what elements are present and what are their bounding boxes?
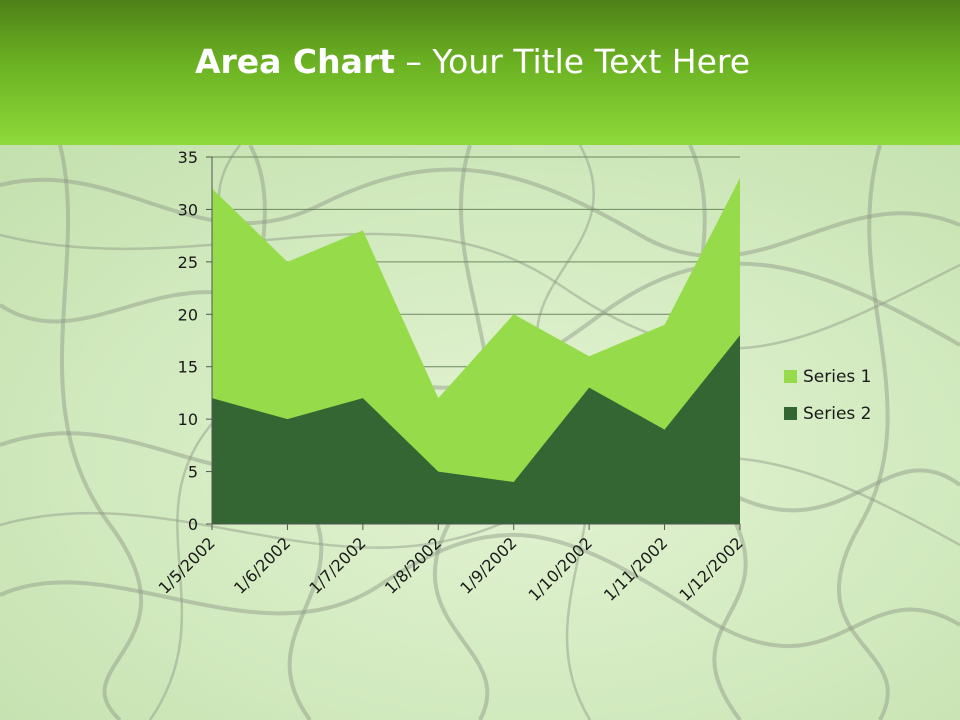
legend-item-series-2: Series 2 bbox=[784, 395, 872, 432]
legend-item-series-1: Series 1 bbox=[784, 358, 872, 395]
y-tick-label: 30 bbox=[178, 200, 198, 219]
y-tick-label: 0 bbox=[188, 515, 198, 534]
y-tick-label: 10 bbox=[178, 410, 198, 429]
slide-title-rest: – Your Title Text Here bbox=[394, 42, 751, 81]
area-series-2 bbox=[212, 335, 740, 524]
x-tick-label: 1/7/2002 bbox=[305, 533, 369, 597]
y-tick-label: 20 bbox=[178, 305, 198, 324]
x-tick-label: 1/5/2002 bbox=[155, 533, 219, 597]
x-tick-label: 1/10/2002 bbox=[525, 533, 596, 604]
title-bar: Area Chart – Your Title Text Here bbox=[0, 0, 960, 145]
legend-label: Series 2 bbox=[803, 403, 872, 424]
chart-legend: Series 1 Series 2 bbox=[784, 358, 872, 432]
y-tick-label: 5 bbox=[188, 463, 198, 482]
y-tick-label: 35 bbox=[178, 148, 198, 167]
vine-background bbox=[0, 145, 960, 720]
slide-title-bold: Area Chart bbox=[194, 42, 395, 81]
legend-swatch bbox=[784, 370, 797, 383]
legend-swatch bbox=[784, 407, 797, 420]
slide-title: Area Chart – Your Title Text Here bbox=[0, 40, 945, 84]
x-tick-label: 1/12/2002 bbox=[675, 533, 746, 604]
x-tick-label: 1/6/2002 bbox=[230, 533, 294, 597]
legend-label: Series 1 bbox=[803, 366, 872, 387]
y-tick-label: 15 bbox=[178, 358, 198, 377]
x-tick-label: 1/9/2002 bbox=[456, 533, 520, 597]
y-tick-label: 25 bbox=[178, 253, 198, 272]
x-tick-label: 1/8/2002 bbox=[381, 533, 445, 597]
x-tick-label: 1/11/2002 bbox=[600, 533, 671, 604]
